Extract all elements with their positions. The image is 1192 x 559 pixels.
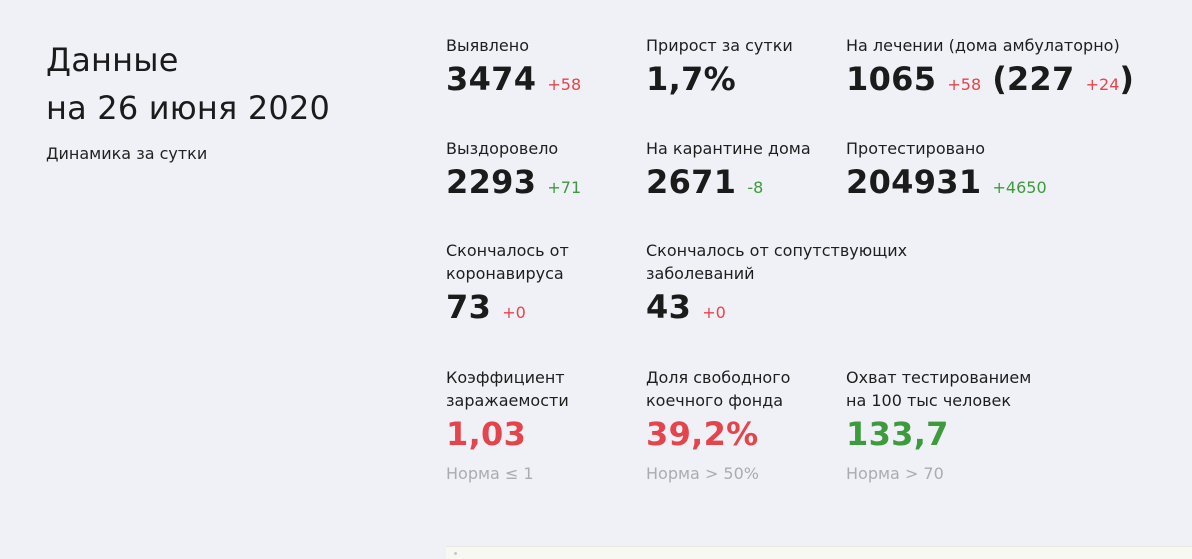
stat-value: 1,03 [446, 415, 527, 453]
stat-delta: +0 [702, 303, 726, 322]
stat-tested: Протестировано 204931 +4650 [846, 137, 1136, 202]
stat-delta: +4650 [992, 178, 1047, 197]
stat-value: 2293 [446, 163, 537, 201]
stat-value: 1065 [846, 60, 937, 98]
stat-value: 39,2% [646, 415, 759, 453]
stat-label-line2: заболеваний [646, 264, 755, 283]
stat-value: 73 [446, 288, 492, 326]
stat-delta: +71 [547, 178, 582, 197]
stat-label-line1: Доля свободного [646, 368, 791, 387]
stat-label-line2: заражаемости [446, 391, 569, 410]
stat-label: На карантине дома [646, 139, 811, 158]
paren-open: ( [992, 60, 1007, 98]
stat-label: Прирост за сутки [646, 36, 793, 55]
stat-free-beds: Доля свободного коечного фонда 39,2% Нор… [646, 366, 936, 483]
stat-value-row: 73 +0 [446, 287, 736, 327]
paren-close: ) [1119, 60, 1135, 98]
stat-home-value: 227 [1006, 60, 1075, 98]
stat-delta: +0 [502, 303, 526, 322]
stat-value: 2671 [646, 163, 737, 201]
stat-norm: Норма > 70 [846, 464, 944, 483]
stat-label: Выздоровело [446, 139, 559, 158]
stat-value: 204931 [846, 163, 982, 201]
page-header: Данные на 26 июня 2020 Динамика за сутки [46, 36, 406, 164]
stat-label: На лечении (дома амбулаторно) [846, 36, 1120, 55]
stat-value-row: 204931 +4650 [846, 162, 1136, 202]
stat-value-row: 1,7% [646, 59, 936, 99]
stat-value-row: 43 +0 [646, 287, 936, 327]
page-subtitle: Динамика за сутки [46, 144, 208, 163]
stat-label-line1: Скончалось от сопутствующих [646, 241, 908, 260]
stat-label: Выявлено [446, 36, 529, 55]
stat-value-row: 2671 -8 [646, 162, 936, 202]
stat-label-line1: Охват тестированием [846, 368, 1032, 387]
page-title-line1: Данные [46, 41, 179, 79]
stat-died-covid: Скончалось от коронавируса 73 +0 [446, 239, 736, 327]
stat-value-row: 1065 +58 (227 +24) [846, 59, 1186, 99]
stat-value-row: 39,2% [646, 414, 936, 454]
stat-home-quarantine: На карантине дома 2671 -8 [646, 137, 936, 202]
stat-value: 43 [646, 288, 692, 326]
stat-in-treatment: На лечении (дома амбулаторно) 1065 +58 (… [846, 34, 1186, 99]
stat-delta: +58 [947, 75, 982, 94]
stat-norm: Норма ≤ 1 [446, 464, 534, 483]
stat-recovered: Выздоровело 2293 +71 [446, 137, 736, 202]
stat-infection-rate: Коэффициент заражаемости 1,03 Норма ≤ 1 [446, 366, 736, 483]
stat-value-row: 2293 +71 [446, 162, 736, 202]
bullet-dot-icon [454, 552, 457, 555]
stat-value-row: 1,03 [446, 414, 736, 454]
stat-value: 1,7% [646, 60, 736, 98]
stat-delta: +58 [547, 75, 582, 94]
stat-daily-growth: Прирост за сутки 1,7% [646, 34, 936, 99]
stat-value: 133,7 [846, 415, 949, 453]
stat-home-delta: +24 [1085, 75, 1120, 94]
stat-norm: Норма > 50% [646, 464, 759, 483]
stat-label-line1: Коэффициент [446, 368, 565, 387]
stat-value-row: 3474 +58 [446, 59, 736, 99]
stat-died-comorbid: Скончалось от сопутствующих заболеваний … [646, 239, 936, 327]
stat-detected: Выявлено 3474 +58 [446, 34, 736, 99]
stat-label-line1: Скончалось от [446, 241, 569, 260]
stat-label: Протестировано [846, 139, 986, 158]
stat-value: 3474 [446, 60, 537, 98]
stat-label-line2: коечного фонда [646, 391, 784, 410]
stat-label-line2: коронавируса [446, 264, 564, 283]
page-title-date: на 26 июня 2020 [46, 89, 331, 127]
stat-label-line2: на 100 тыс человек [846, 391, 1012, 410]
stat-value-row: 133,7 [846, 414, 1136, 454]
stat-testing-coverage: Охват тестированием на 100 тыс человек 1… [846, 366, 1136, 483]
next-section-edge [446, 546, 1192, 559]
stat-delta: -8 [747, 178, 764, 197]
